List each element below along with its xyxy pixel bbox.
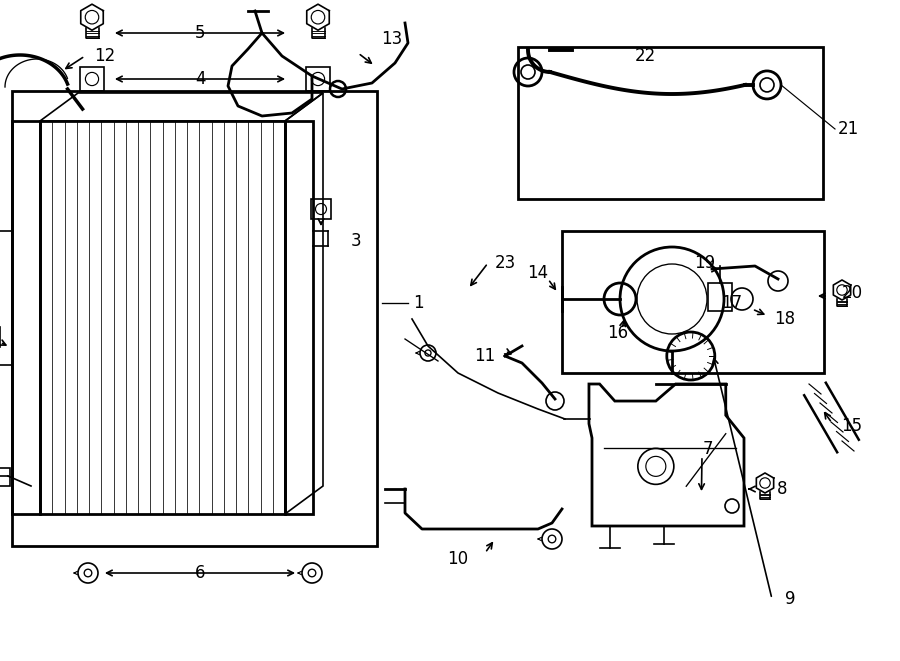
Bar [12,121,40,514]
Text: 23: 23 [494,254,516,272]
Text: 21: 21 [837,120,859,138]
Text: 19: 19 [695,254,716,272]
Bar [0,468,10,486]
Text: 13: 13 [382,30,402,48]
Text: 7: 7 [703,440,713,458]
Text: 8: 8 [777,480,788,498]
Text: 10: 10 [447,550,469,568]
Text: 9: 9 [785,590,796,608]
Bar [306,67,330,91]
Text: 15: 15 [842,417,862,435]
Text: 14: 14 [527,264,549,282]
Text: 17: 17 [722,294,742,312]
Bar [285,121,313,514]
Text: 11: 11 [474,347,496,365]
Bar [12,91,377,546]
Text: 20: 20 [842,284,862,302]
Bar [80,67,104,91]
Text: 16: 16 [608,324,628,342]
Text: 22: 22 [634,47,655,65]
Bar [40,121,285,514]
Text: 4: 4 [194,70,205,88]
Text: 5: 5 [194,24,205,42]
Bar [311,199,331,219]
Text: 6: 6 [194,564,205,582]
Bar [518,47,823,199]
Text: 3: 3 [351,232,361,250]
Bar [708,283,732,311]
Text: 12: 12 [94,47,115,65]
Text: 1: 1 [413,294,423,312]
Bar [562,231,824,373]
Text: 18: 18 [774,310,796,328]
